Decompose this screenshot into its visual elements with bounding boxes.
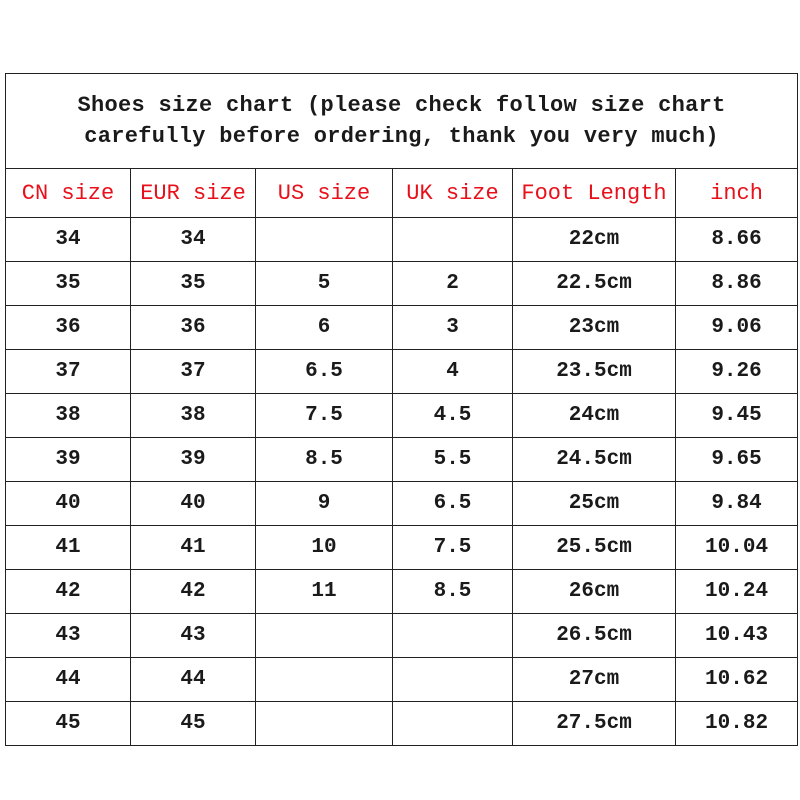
table-cell: 43 xyxy=(5,613,131,658)
table-row: 34 34 22cm 8.66 xyxy=(5,217,799,262)
table-cell: 7.5 xyxy=(255,393,393,438)
table-cell: 36 xyxy=(130,305,256,350)
table-cell: 37 xyxy=(5,349,131,394)
table-cell: 45 xyxy=(130,701,256,746)
table-row: 39 39 8.5 5.5 24.5cm 9.65 xyxy=(5,437,799,482)
table-cell: 34 xyxy=(5,217,131,262)
title-line-2: carefully before ordering, thank you ver… xyxy=(84,124,719,149)
table-row: 44 44 27cm 10.62 xyxy=(5,657,799,702)
table-cell: 10.82 xyxy=(674,701,799,746)
table-cell: 6.5 xyxy=(255,349,393,394)
table-cell: 3 xyxy=(392,305,513,350)
table-cell: 26cm xyxy=(512,569,676,614)
table-cell: 45 xyxy=(5,701,131,746)
table-cell: 25.5cm xyxy=(512,525,676,570)
column-header-row: CN size EUR size US size UK size Foot Le… xyxy=(5,168,799,218)
table-cell: 27.5cm xyxy=(512,701,676,746)
table-cell: 24cm xyxy=(512,393,676,438)
table-cell xyxy=(392,613,513,658)
column-header: US size xyxy=(255,168,393,218)
table-cell: 11 xyxy=(255,569,393,614)
table-row: 40 40 9 6.5 25cm 9.84 xyxy=(5,481,799,526)
table-cell: 5.5 xyxy=(392,437,513,482)
table-cell: 34 xyxy=(130,217,256,262)
table-cell: 42 xyxy=(5,569,131,614)
table-cell: 8.66 xyxy=(674,217,799,262)
table-row: 37 37 6.5 4 23.5cm 9.26 xyxy=(5,349,799,394)
table-cell: 22.5cm xyxy=(512,261,676,306)
table-cell xyxy=(255,217,393,262)
title-line-1: Shoes size chart (please check follow si… xyxy=(77,93,726,118)
table-cell: 41 xyxy=(5,525,131,570)
table-cell: 25cm xyxy=(512,481,676,526)
table-cell: 10.24 xyxy=(674,569,799,614)
column-header: EUR size xyxy=(130,168,256,218)
table-row: 42 42 11 8.5 26cm 10.24 xyxy=(5,569,799,614)
table-cell: 10 xyxy=(255,525,393,570)
table-cell: 10.62 xyxy=(674,657,799,702)
table-row: 35 35 5 2 22.5cm 8.86 xyxy=(5,261,799,306)
table-cell: 40 xyxy=(130,481,256,526)
table-cell xyxy=(392,217,513,262)
table-cell: 9.26 xyxy=(674,349,799,394)
table-cell: 2 xyxy=(392,261,513,306)
table-cell: 43 xyxy=(130,613,256,658)
table-cell: 38 xyxy=(130,393,256,438)
column-header: CN size xyxy=(5,168,131,218)
table-cell: 35 xyxy=(5,261,131,306)
table-cell: 44 xyxy=(130,657,256,702)
table-cell xyxy=(255,657,393,702)
table-cell xyxy=(392,657,513,702)
chart-title: Shoes size chart (please check follow si… xyxy=(4,73,799,169)
table-cell: 37 xyxy=(130,349,256,394)
table-cell: 9.84 xyxy=(674,481,799,526)
table-cell: 5 xyxy=(255,261,393,306)
table-row: 45 45 27.5cm 10.82 xyxy=(5,701,799,746)
size-chart-table: Shoes size chart (please check follow si… xyxy=(4,73,799,746)
table-cell: 9.06 xyxy=(674,305,799,350)
table-cell: 39 xyxy=(130,437,256,482)
table-cell: 7.5 xyxy=(392,525,513,570)
table-cell: 6 xyxy=(255,305,393,350)
table-cell: 22cm xyxy=(512,217,676,262)
table-cell: 24.5cm xyxy=(512,437,676,482)
table-cell: 10.04 xyxy=(674,525,799,570)
table-cell: 8.5 xyxy=(255,437,393,482)
table-cell: 39 xyxy=(5,437,131,482)
column-header: Foot Length xyxy=(512,168,676,218)
table-cell: 6.5 xyxy=(392,481,513,526)
table-cell: 40 xyxy=(5,481,131,526)
table-cell: 4 xyxy=(392,349,513,394)
table-row: 41 41 10 7.5 25.5cm 10.04 xyxy=(5,525,799,570)
table-cell xyxy=(392,701,513,746)
table-cell: 10.43 xyxy=(674,613,799,658)
table-cell: 41 xyxy=(130,525,256,570)
table-cell: 36 xyxy=(5,305,131,350)
table-cell: 44 xyxy=(5,657,131,702)
table-cell: 23.5cm xyxy=(512,349,676,394)
table-cell: 26.5cm xyxy=(512,613,676,658)
table-cell: 42 xyxy=(130,569,256,614)
column-header: UK size xyxy=(392,168,513,218)
table-cell: 4.5 xyxy=(392,393,513,438)
table-cell: 8.5 xyxy=(392,569,513,614)
table-row: 38 38 7.5 4.5 24cm 9.45 xyxy=(5,393,799,438)
column-header: inch xyxy=(674,168,799,218)
table-cell: 8.86 xyxy=(674,261,799,306)
table-cell xyxy=(255,701,393,746)
table-cell: 27cm xyxy=(512,657,676,702)
table-cell: 9.65 xyxy=(674,437,799,482)
table-cell: 35 xyxy=(130,261,256,306)
table-cell xyxy=(255,613,393,658)
table-row: 43 43 26.5cm 10.43 xyxy=(5,613,799,658)
table-cell: 9 xyxy=(255,481,393,526)
table-cell: 9.45 xyxy=(674,393,799,438)
table-row: 36 36 6 3 23cm 9.06 xyxy=(5,305,799,350)
table-cell: 23cm xyxy=(512,305,676,350)
table-cell: 38 xyxy=(5,393,131,438)
